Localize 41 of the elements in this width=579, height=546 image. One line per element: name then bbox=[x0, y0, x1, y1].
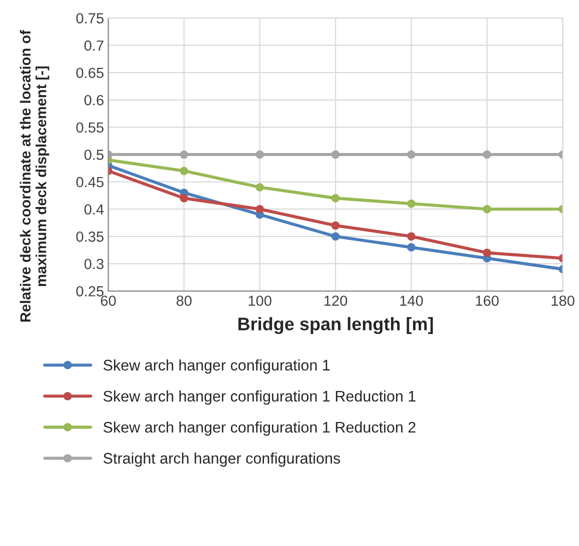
point bbox=[407, 232, 416, 241]
legend-label: Skew arch hanger configuration 1 bbox=[104, 359, 330, 374]
point bbox=[482, 204, 492, 214]
point bbox=[180, 166, 188, 176]
x-tick-label: 160 bbox=[476, 296, 499, 306]
point bbox=[482, 248, 492, 257]
y-tick-label: 0.5 bbox=[84, 150, 104, 160]
x-tick-label: 60 bbox=[100, 296, 116, 306]
point bbox=[256, 204, 264, 214]
point bbox=[256, 183, 264, 192]
legend-label: Skew arch hanger configuration 1 Reduction 2 bbox=[104, 421, 416, 436]
x-tick-label: 140 bbox=[400, 296, 423, 306]
y-tick-label: 0.3 bbox=[84, 258, 104, 270]
x-tick-label: 100 bbox=[248, 296, 272, 306]
x-tick-label: 180 bbox=[552, 296, 574, 306]
point bbox=[407, 150, 416, 159]
x-tick-label: 120 bbox=[324, 296, 348, 306]
point bbox=[331, 221, 340, 230]
point bbox=[482, 150, 492, 159]
y-tick-label: 0.6 bbox=[84, 95, 104, 106]
y-tick-label: 0.35 bbox=[76, 232, 104, 242]
y-tick-label: 0.65 bbox=[76, 68, 104, 78]
x-tick-label: 80 bbox=[176, 296, 192, 306]
legend-label: Skew arch hanger configuration 1 Reduction 1 bbox=[104, 390, 416, 405]
x-axis-title: Bridge span length [m] bbox=[238, 317, 433, 334]
point bbox=[331, 194, 340, 202]
y-tick-label: 0.45 bbox=[76, 176, 104, 188]
y-axis-title: Relative deck coordinate at the location of maximum deck displacement [-] bbox=[20, 30, 50, 322]
point bbox=[407, 243, 416, 252]
point bbox=[331, 150, 340, 159]
legend-label: Straight arch hanger configurations bbox=[104, 452, 340, 467]
y-tick-label: 0.25 bbox=[76, 286, 104, 296]
point bbox=[180, 150, 188, 159]
point bbox=[407, 199, 416, 208]
y-tick-label: 0.55 bbox=[76, 122, 104, 133]
y-tick-label: 0.7 bbox=[84, 40, 104, 51]
point bbox=[180, 194, 188, 202]
y-tick-label: 0.75 bbox=[76, 13, 104, 24]
y-tick-label: 0.4 bbox=[84, 204, 104, 215]
point bbox=[256, 150, 264, 159]
point bbox=[331, 232, 340, 241]
